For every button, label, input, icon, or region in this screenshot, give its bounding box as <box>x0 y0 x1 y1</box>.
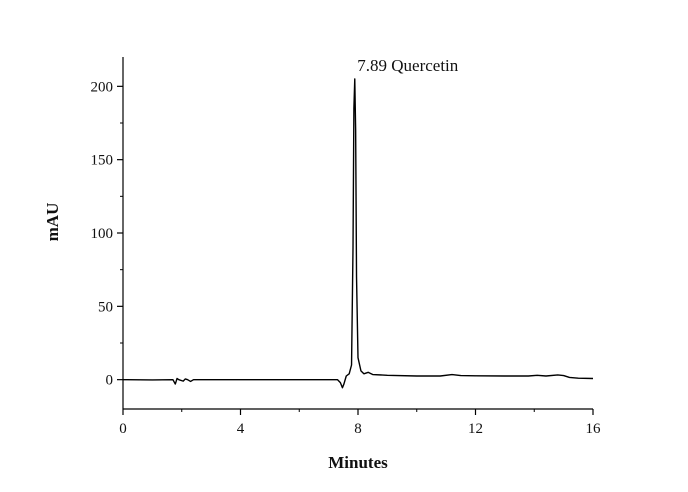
chromatogram-trace <box>122 78 594 389</box>
x-axis-title: Minutes <box>328 453 388 472</box>
x-tick-label: 16 <box>586 421 602 437</box>
x-tick-label: 0 <box>119 421 127 437</box>
y-tick-label: 0 <box>106 373 114 389</box>
x-tick-label: 12 <box>468 421 483 437</box>
axes: 0 4 8 12 16 0 50 100 150 200 <box>91 57 602 437</box>
x-tick-label: 4 <box>237 421 245 437</box>
x-tick-label: 8 <box>354 421 362 437</box>
y-tick-label: 200 <box>91 79 114 95</box>
y-tick-label: 150 <box>91 153 114 169</box>
y-tick-label: 100 <box>91 226 114 242</box>
y-tick-label: 50 <box>98 299 113 315</box>
plot-area <box>122 78 594 389</box>
peak-annotation: 7.89 Quercetin <box>357 56 459 75</box>
y-axis-title: mAU <box>43 203 62 242</box>
